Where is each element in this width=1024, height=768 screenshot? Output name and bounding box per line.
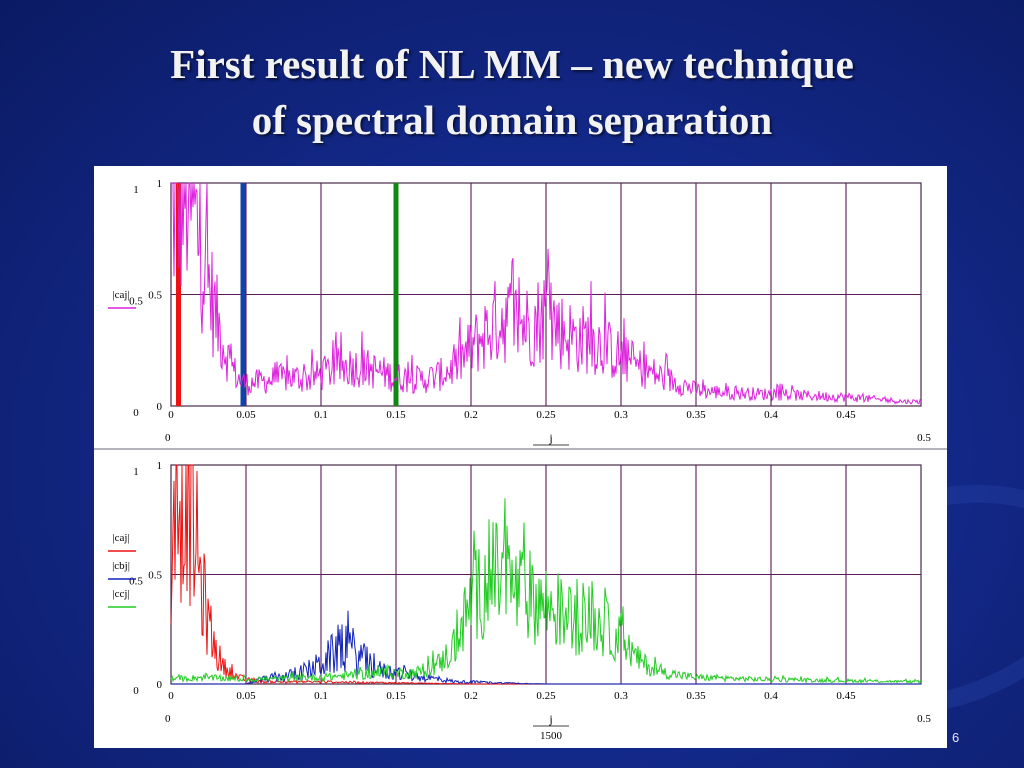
x-tick-label: 0.4	[764, 409, 778, 421]
slide-title-line-1: First result of NL MM – new technique	[170, 41, 854, 87]
y-tick-label: 0.5	[148, 290, 162, 302]
x-tick-label: 0.05	[236, 409, 256, 421]
x-tick-label: 0	[168, 690, 174, 702]
marker-line	[240, 183, 246, 406]
legend-label: |caj|	[112, 532, 129, 544]
series-line-1	[171, 182, 922, 405]
legend-label: |caj|	[112, 289, 129, 301]
spectrum-charts: 0 0.05 0.1 0.15 0.2 0.25 0.3 0.35 0.4 0.4500.5100…	[94, 178, 947, 742]
y-outer-label: 0	[133, 685, 139, 697]
x-axis-denominator: 1500	[540, 730, 563, 742]
y-tick-label: 1	[157, 178, 163, 190]
y-tick-label: 0	[157, 401, 163, 413]
x-tick-label: 0.45	[836, 409, 856, 421]
y-tick-label: 0.5	[148, 570, 162, 582]
y-outer-label: 0.5	[129, 576, 143, 588]
x-tick-label: 0.4	[764, 690, 778, 702]
x-tick-label: 0.15	[386, 409, 406, 421]
series-line-3	[170, 498, 922, 685]
x-range-label-min: 0	[165, 432, 171, 444]
x-axis-label: j	[548, 712, 552, 726]
chart-1: 0 0.05 0.1 0.15 0.2 0.25 0.3 0.35 0.4 0.4500.5100…	[108, 178, 931, 446]
x-tick-label: 0.15	[386, 690, 406, 702]
x-axis-label: j	[548, 431, 552, 445]
slide-title-line-2: of spectral domain separation	[251, 97, 773, 143]
x-tick-label: 0.3	[614, 690, 628, 702]
y-outer-label: 0	[133, 407, 139, 419]
y-outer-label: 1	[133, 184, 139, 196]
x-tick-label: 0.45	[836, 690, 856, 702]
charts-panel: 0 0.05 0.1 0.15 0.2 0.25 0.3 0.35 0.4 0.45 0 0.5 1 0 0…	[94, 166, 947, 748]
slide-title: First result of NL MM – new technique of…	[0, 36, 1024, 148]
y-tick-label: 1	[157, 460, 163, 472]
x-tick-label: 0.2	[464, 690, 478, 702]
y-outer-label: 0.5	[129, 296, 143, 308]
x-tick-label: 0.3	[614, 409, 628, 421]
x-tick-label: 0.2	[464, 409, 478, 421]
marker-line	[176, 183, 181, 406]
y-outer-label: 1	[133, 466, 139, 478]
slide-number: 6	[952, 730, 960, 745]
x-tick-label: 0.1	[314, 409, 328, 421]
y-tick-label: 0	[157, 679, 163, 691]
legend-label: |ccj|	[112, 588, 129, 600]
x-tick-label: 0.1	[314, 690, 328, 702]
legend-label: |cbj|	[112, 560, 130, 572]
x-range-label-max: 0.5	[917, 713, 931, 725]
x-tick-label: 0.35	[686, 690, 706, 702]
x-range-label-max: 0.5	[917, 432, 931, 444]
x-tick-label: 0.25	[536, 409, 556, 421]
x-tick-label: 0.35	[686, 409, 706, 421]
x-range-label-min: 0	[165, 713, 171, 725]
marker-line	[393, 183, 399, 406]
x-tick-label: 0.25	[536, 690, 556, 702]
chart-2: 0 0.05 0.1 0.15 0.2 0.25 0.3 0.35 0.4 0.4500.5100…	[94, 448, 947, 742]
x-tick-label: 0.05	[236, 690, 256, 702]
x-tick-label: 0	[168, 409, 174, 421]
